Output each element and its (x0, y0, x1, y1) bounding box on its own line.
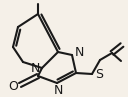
Text: N: N (30, 62, 40, 75)
Text: O: O (8, 80, 18, 93)
Text: N: N (53, 84, 63, 97)
Text: N: N (74, 46, 84, 59)
Text: S: S (95, 68, 103, 81)
